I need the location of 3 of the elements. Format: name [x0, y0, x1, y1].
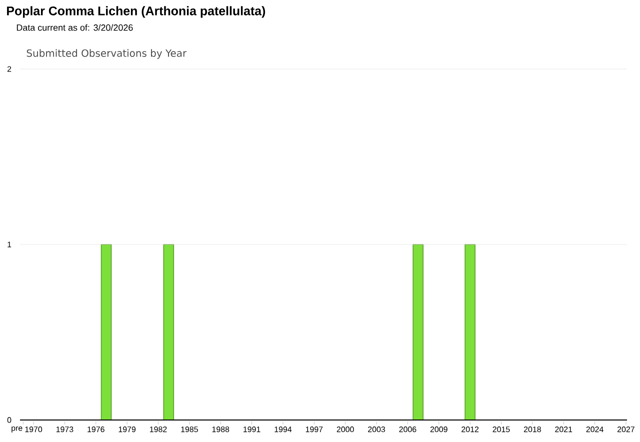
chart-subtitle: Data current as of: 3/20/2026 — [16, 24, 133, 31]
text: Submitted Observations by Year — [26, 49, 187, 59]
chart-title: Poplar Comma Lichen (Arthonia patellulata) — [7, 6, 266, 18]
